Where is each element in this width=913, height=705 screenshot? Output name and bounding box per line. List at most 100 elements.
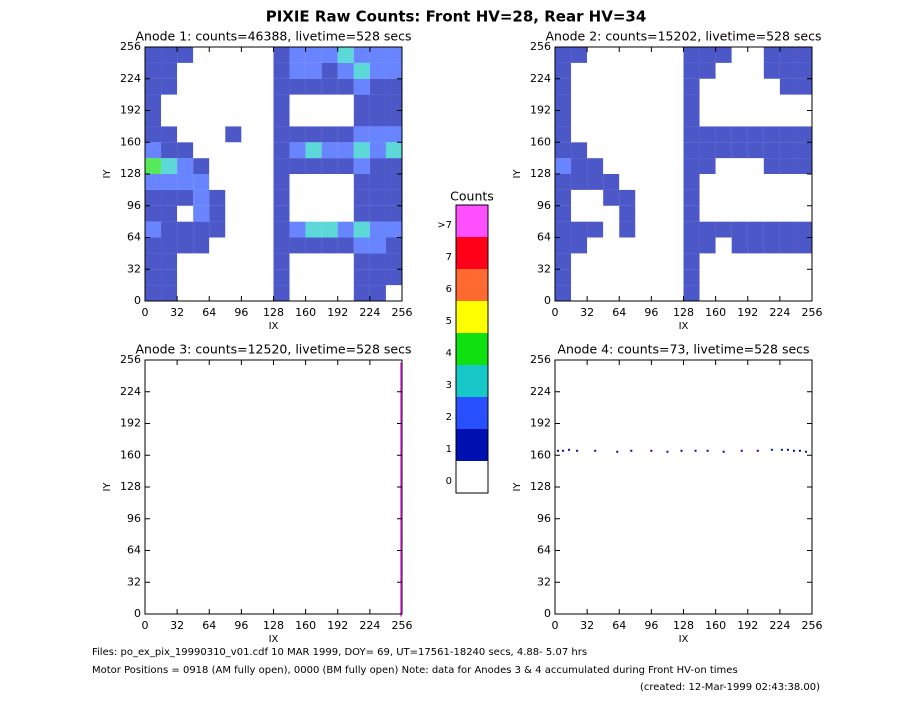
heat-cell [731,126,748,143]
heat-cell [177,237,194,254]
count-pixel [399,584,402,593]
heat-cell [209,174,226,190]
y-tick-label: 224 [120,385,141,398]
heat-cell [619,269,636,286]
heat-cell [193,110,210,127]
heat-cell [587,126,604,143]
heat-cell [651,126,668,143]
heat-cell [651,142,668,159]
heat-cell [305,221,322,238]
y-tick-label: 224 [530,72,551,85]
heat-cell [763,174,780,190]
heat-cell [699,110,716,127]
count-pixel [650,449,653,452]
colorbar-frame [455,204,489,494]
heat-cell [683,205,700,222]
y-tick-label: 64 [537,231,551,244]
heat-cell [571,285,588,301]
heat-cell [555,142,572,159]
heat-cell [731,269,748,286]
heat-cell [731,110,748,127]
y-tick-label: 0 [544,294,551,307]
heat-cell [731,205,748,222]
heat-cell [337,47,354,63]
heat-cell [145,285,162,301]
heat-cell [273,94,290,111]
heat-cell [369,158,386,174]
heat-cell [193,126,210,143]
heat-cell [209,62,226,79]
heat-cell [715,205,732,222]
heat-cell [241,221,258,238]
heat-cell [305,205,322,222]
colorbar-box [456,429,488,461]
y-tick-label: 128 [120,167,141,180]
heat-cell [763,47,780,63]
heat-cell [353,94,370,111]
heat-cell [555,205,572,222]
heat-cell [369,269,386,286]
heat-cell [257,237,274,254]
heat-cell [321,47,338,63]
footer-line: Files: po_ex_pix_19990310_v01.cdf 10 MAR… [92,647,587,658]
colorbar-label: 5 [446,316,452,327]
heat-cell [651,237,668,254]
colorbar-label: 4 [446,348,452,359]
count-pixel [562,449,565,452]
heat-cell [731,189,748,206]
heat-cell [385,110,402,127]
heat-cell [779,189,796,206]
heat-cell [603,205,620,222]
count-pixel [706,449,709,452]
x-tick-label: 96 [644,306,658,319]
heat-cell [651,253,668,270]
x-axis-label: IX [679,634,689,645]
count-pixel [399,402,402,411]
heat-cell [369,205,386,222]
x-tick-label: 256 [802,619,823,632]
y-tick-label: 128 [530,167,551,180]
heat-cell [369,47,386,63]
x-tick-label: 128 [673,306,694,319]
heat-cell [603,142,620,159]
x-tick-label: 128 [263,306,284,319]
heat-cell [555,62,572,79]
colorbar-label: 1 [446,444,452,455]
heat-cell [747,47,764,63]
heat-cell [603,94,620,111]
heat-cell [385,221,402,238]
heat-cell [145,174,162,190]
heat-cell [353,62,370,79]
heat-cell [145,189,162,206]
heat-cell [289,62,306,79]
heat-cell [337,237,354,254]
heat-cell [257,94,274,111]
heat-cell [795,62,812,79]
heat-cell [241,285,258,301]
heat-cell [257,110,274,127]
y-tick-label: 96 [537,199,551,212]
heat-cell [177,47,194,63]
heat-cell [715,142,732,159]
heat-cell [571,62,588,79]
heat-cell [145,94,162,111]
y-tick-label: 32 [537,575,551,588]
heat-cell [555,158,572,174]
x-axis-label: IX [679,321,689,332]
heat-cell [289,269,306,286]
plot-frame [554,359,813,615]
count-pixel [399,529,402,538]
heat-cell [177,94,194,111]
heat-cell [779,285,796,301]
heat-cell [225,221,242,238]
x-tick-label: 0 [552,306,559,319]
heat-cell [731,158,748,174]
count-pixel [399,449,402,458]
heat-cell [635,174,652,190]
heat-cell [337,126,354,143]
y-tick-label: 64 [537,544,551,557]
heat-cell [731,62,748,79]
y-tick-label: 0 [544,607,551,620]
heat-cell [683,158,700,174]
heat-cell [241,142,258,159]
